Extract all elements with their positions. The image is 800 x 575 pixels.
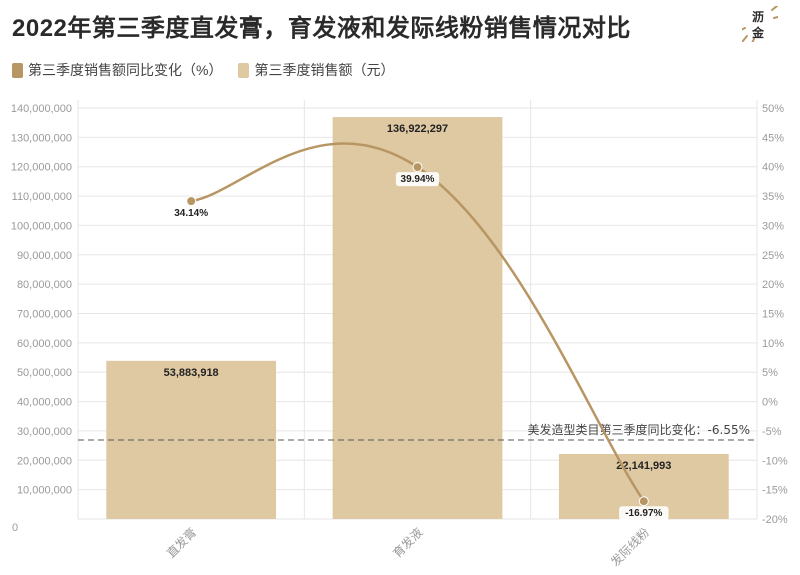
line-value-label: 34.14% [174,208,208,219]
line-point [638,496,649,507]
y-left-tick-label: 100,000,000 [11,220,72,232]
y-left-tick-label: 10,000,000 [17,485,72,497]
y-left-tick-label: 70,000,000 [17,309,72,321]
brand-logo: 沥 金 [740,5,779,44]
line-point [412,162,423,173]
legend-swatch-line [12,62,23,78]
y-left-tick-label: 50,000,000 [17,367,72,379]
y-right-tick-label: 15% [762,309,784,321]
y-left-tick-label: 110,000,000 [12,191,72,203]
logo-char-1: 沥 [752,10,765,24]
y-left-tick-label: 20,000,000 [17,455,72,467]
legend-item-yoy[interactable]: 第三季度销售额同比变化（%） [12,60,222,80]
y-left-tick-label: 130,000,000 [11,132,72,144]
y-right-tick-label: 35% [762,191,784,203]
line-point [186,196,197,207]
line-label-bg [619,506,669,521]
logo-char-2: 金 [752,26,765,40]
chart-title: 2022年第三季度直发膏，育发液和发际线粉销售情况对比 [12,15,631,42]
y-right-tick-label: 50% [762,103,784,115]
y-right-tick-label: 5% [762,367,778,379]
logo-burst-icon [740,5,779,44]
y-left-tick-label: 60,000,000 [17,338,72,350]
y-left-tick-label: 30,000,000 [17,426,72,438]
line-value-label: 39.94% [401,174,435,185]
y-left-tick-label: 120,000,000 [11,162,72,174]
legend-label-yoy: 第三季度销售额同比变化（%） [28,62,223,78]
y-right-tick-label: -10% [762,455,788,467]
bar-value-label: 22,141,993 [616,460,671,472]
y-right-tick-label: 40% [762,162,784,174]
y-left-tick-label: 0 [12,522,18,534]
legend: 第三季度销售额同比变化（%） 第三季度销售额（元） [12,60,410,80]
y-right-tick-label: -5% [762,426,782,438]
y-right-tick-label: 45% [762,132,784,144]
legend-swatch-bar [238,62,250,78]
y-left-tick-label: 140,000,000 [11,103,72,115]
y-right-tick-label: 25% [762,250,784,262]
x-category-label: 直发膏 [163,525,199,561]
bar-value-label: 136,922,297 [387,123,448,135]
line-value-label: -16.97% [625,508,662,519]
y-right-tick-label: -20% [762,514,788,526]
y-left-tick-label: 40,000,000 [17,397,72,409]
y-right-tick-label: 20% [762,279,784,291]
line-label-bg [395,172,440,187]
y-right-tick-label: 0% [762,397,778,409]
x-category-label: 发际线粉 [607,525,652,570]
y-left-tick-label: 90,000,000 [17,250,72,262]
legend-label-sales: 第三季度销售额（元） [254,62,395,78]
y-right-tick-label: -15% [762,485,788,497]
y-left-tick-label: 80,000,000 [17,279,72,291]
y-right-tick-label: 30% [762,220,784,232]
legend-item-sales[interactable]: 第三季度销售额（元） [238,60,394,80]
y-right-tick-label: 10% [762,338,784,350]
reference-line-label: 美发造型类目第三季度同比变化：-6.55% [528,422,750,437]
bar-value-label: 53,883,918 [164,367,219,379]
x-category-label: 育发液 [390,525,426,561]
